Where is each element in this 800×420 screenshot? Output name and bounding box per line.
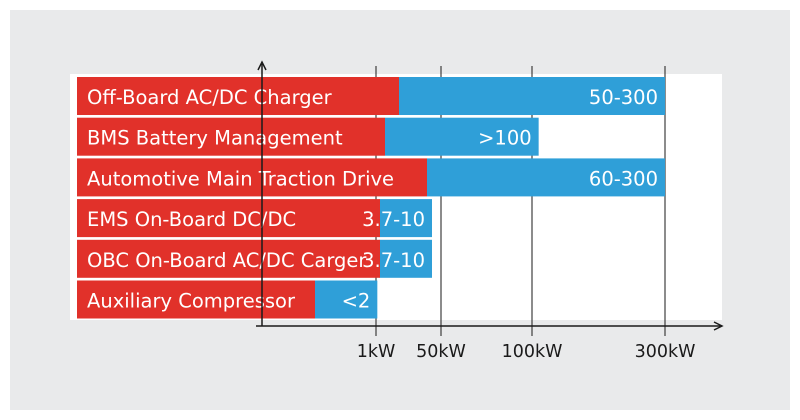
- range-bar: [385, 117, 539, 156]
- category-bar: [77, 199, 380, 238]
- range-value-label: <2: [342, 290, 371, 313]
- x-tick-label: 50kW: [416, 342, 466, 362]
- x-tick-label: 1kW: [357, 342, 396, 362]
- x-tick-label: 100kW: [502, 342, 563, 362]
- chart-panel: Off-Board AC/DC Charger 50-300 BMS Battery…: [10, 10, 790, 410]
- range-bar: [399, 77, 665, 115]
- category-label: EMS On-Board DC/DC: [87, 208, 296, 231]
- range-value-label: 3.7-10: [362, 208, 425, 231]
- category-bar: [77, 280, 315, 319]
- y-axis-arrow: [257, 60, 267, 71]
- category-label: Automotive Main Traction Drive: [87, 167, 394, 190]
- power-range-chart: Off-Board AC/DC Charger 50-300 BMS Battery…: [70, 60, 724, 362]
- category-label: Off-Board AC/DC Charger: [87, 86, 333, 109]
- x-axis-arrow: [713, 321, 724, 331]
- range-value-label: 50-300: [589, 86, 658, 109]
- category-bar: [77, 158, 427, 197]
- category-label: BMS Battery Management: [87, 127, 343, 150]
- range-value-label: 3.7-10: [362, 249, 425, 272]
- range-bar: [427, 158, 665, 197]
- category-label: Auxiliary Compressor: [87, 290, 296, 313]
- range-value-label: 60-300: [589, 167, 658, 190]
- x-tick-label: 300kW: [635, 342, 696, 362]
- category-bar: [77, 77, 399, 115]
- category-bar: [77, 117, 385, 156]
- range-value-label: >100: [478, 127, 532, 150]
- range-bar: [379, 199, 432, 238]
- range-bar: [379, 239, 432, 278]
- category-bar: [77, 239, 380, 278]
- category-label: OBC On-Board AC/DC Carger: [87, 249, 367, 272]
